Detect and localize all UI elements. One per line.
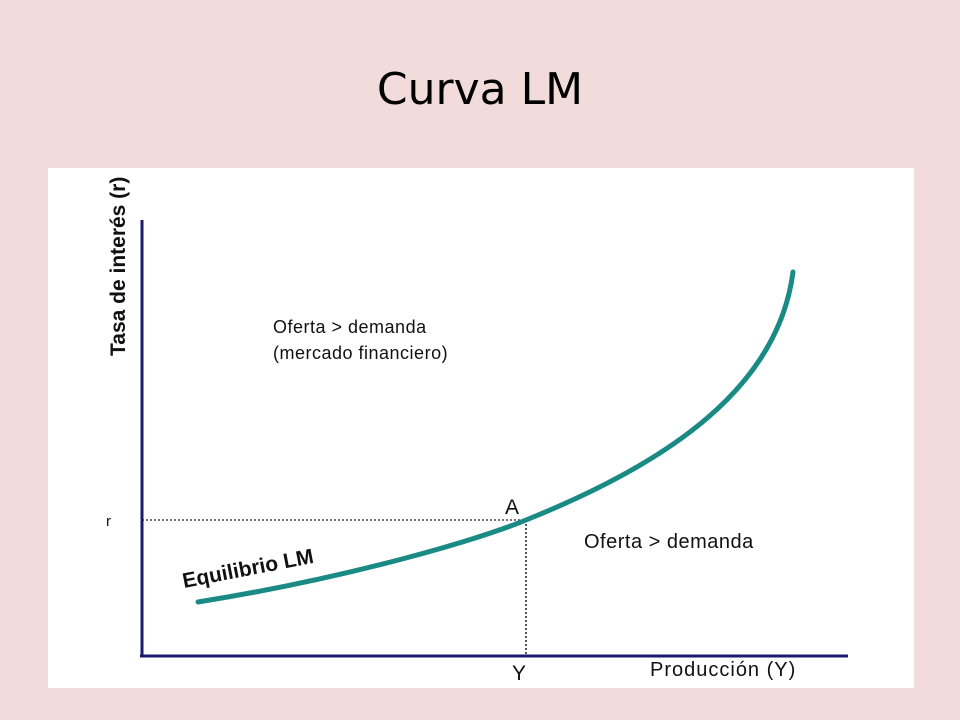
region-lower-label: Oferta > demanda [584,531,754,553]
slide-title: Curva LM [376,64,584,115]
y-axis-label: Tasa de interés (r) [107,177,130,356]
lm-diagram-svg: Tasa de interés (r) r A Y Producción (Y)… [106,177,848,685]
x-axis-label: Producción (Y) [650,659,796,681]
region-upper-label-line1: Oferta > demanda [273,317,427,337]
point-a-label: A [505,496,519,519]
lm-diagram: Tasa de interés (r) r A Y Producción (Y)… [48,168,914,688]
y-tick-label: Y [512,662,526,685]
region-upper-label-line2: (mercado financiero) [273,343,448,363]
lm-curve [195,269,796,605]
r-tick-label: r [106,513,111,530]
